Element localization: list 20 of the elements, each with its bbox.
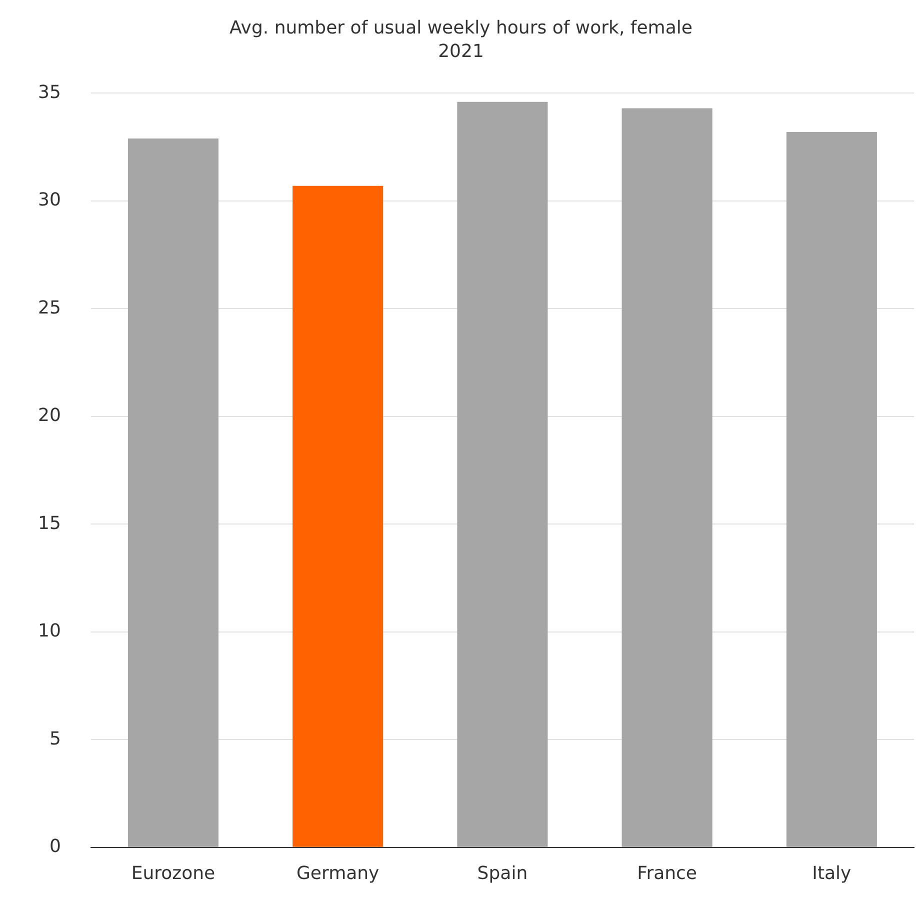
x-tick-label: Italy — [812, 862, 852, 884]
chart-title: Avg. number of usual weekly hours of work, female — [230, 17, 692, 38]
y-tick-label: 0 — [49, 836, 61, 858]
bar — [622, 108, 712, 847]
x-tick-label: France — [637, 862, 697, 884]
bar — [292, 186, 384, 847]
x-tick-label: Germany — [296, 862, 380, 884]
bar — [457, 102, 548, 847]
x-tick-label: Eurozone — [131, 862, 216, 884]
y-tick-label: 25 — [38, 297, 61, 318]
bar — [786, 132, 877, 847]
y-tick-label: 20 — [38, 405, 61, 426]
y-tick-label: 10 — [38, 620, 61, 642]
y-tick-label: 15 — [38, 512, 61, 534]
bar — [128, 138, 218, 847]
chart-subtitle: 2021 — [438, 41, 484, 62]
x-tick-label: Spain — [477, 862, 528, 884]
y-tick-label: 30 — [38, 190, 61, 211]
y-tick-label: 35 — [38, 82, 61, 103]
y-tick-label: 5 — [49, 728, 61, 750]
